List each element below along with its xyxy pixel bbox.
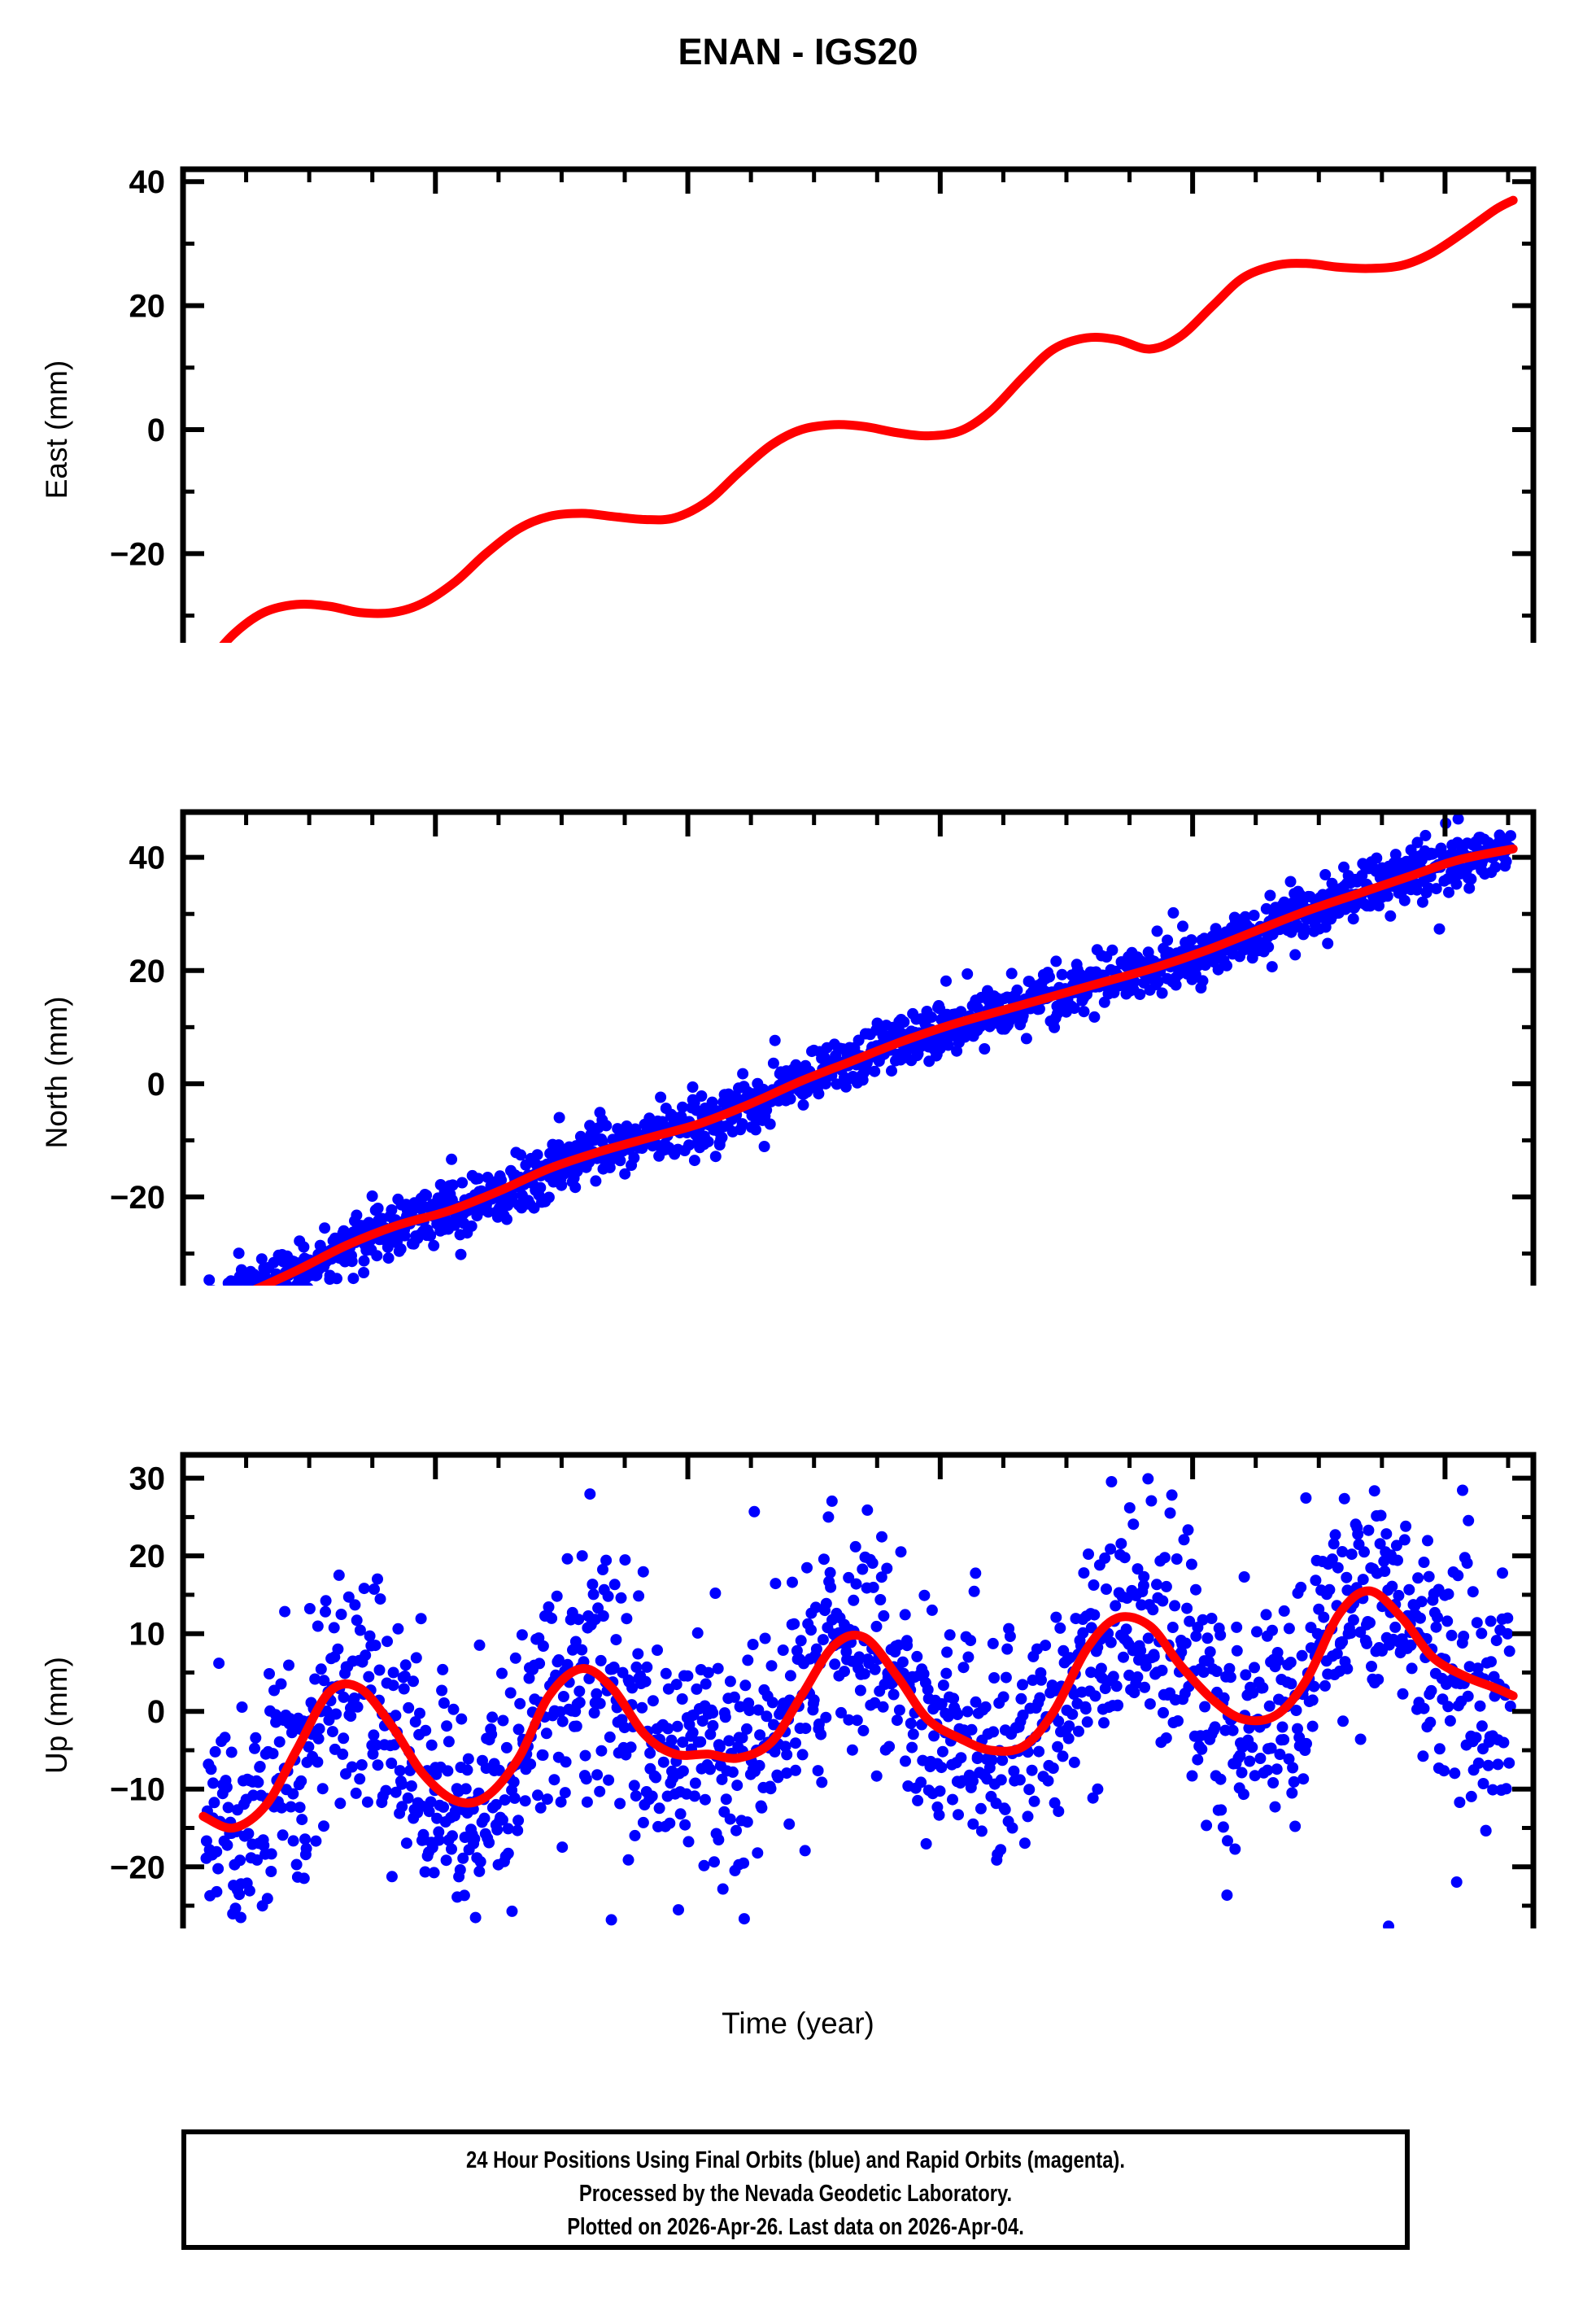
footer-line-processing: Processed by the Nevada Geodetic Laborat… (578, 2181, 1013, 2207)
plot-frame (180, 1452, 1537, 1928)
trend-line (219, 195, 1518, 643)
y-tick-label: 20 (129, 954, 166, 989)
y-tick-label: 40 (129, 841, 166, 876)
footer-line-dates: Plotted on 2026-Apr-26. Last data on 202… (567, 2214, 1024, 2240)
y-tick-label: −10 (110, 1772, 165, 1808)
x-axis-label: Time (year) (722, 2007, 874, 2040)
plot-frame (180, 809, 1537, 1286)
y-tick-label: 30 (129, 1461, 166, 1497)
data-points-group-north (203, 813, 1516, 1286)
y-tick-label: 40 (129, 164, 166, 200)
panel-north: −40−200204020212022202320242025202615.77… (0, 716, 1596, 1286)
scatter-points (200, 1473, 1516, 1928)
y-tick-label: −20 (110, 1850, 165, 1885)
y-tick-label: −20 (110, 1180, 165, 1216)
plot-background (183, 169, 1533, 643)
y-tick-label: 20 (129, 1539, 166, 1574)
y-axis-label-up: Up (mm) (40, 1657, 73, 1774)
footer-line-orbits: 24 Hour Positions Using Final Orbits (bl… (466, 2147, 1125, 2173)
panel-east: −40−200204020212022202320242025202614.09… (0, 73, 1596, 643)
trend-line (252, 844, 1518, 1286)
plot-area-up: −30−20−100102030202120222023202420252026… (110, 1452, 1537, 1928)
y-tick-label: −20 (110, 536, 165, 572)
footer-caption-box: 24 Hour Positions Using Final Orbits (bl… (181, 2129, 1410, 2250)
y-tick-label: 0 (147, 1067, 165, 1103)
y-axis-label-north: North (mm) (40, 996, 73, 1149)
y-tick-label: 0 (147, 413, 165, 448)
y-tick-label: 10 (129, 1617, 166, 1653)
plot-area-east: −40−200204020212022202320242025202614.09… (110, 164, 1537, 643)
panel-up: −30−20−100102030202120222023202420252026… (0, 1359, 1596, 1928)
plot-area-north: −40−200204020212022202320242025202615.77… (110, 809, 1537, 1286)
trend-line (198, 1586, 1518, 1833)
y-tick-label: 20 (129, 289, 166, 325)
y-tick-label: 0 (147, 1694, 165, 1730)
scatter-points (203, 813, 1516, 1286)
data-points-group-up (200, 1473, 1516, 1928)
figure-title: ENAN - IGS20 (678, 31, 918, 72)
y-axis-label-east: East (mm) (40, 360, 73, 500)
